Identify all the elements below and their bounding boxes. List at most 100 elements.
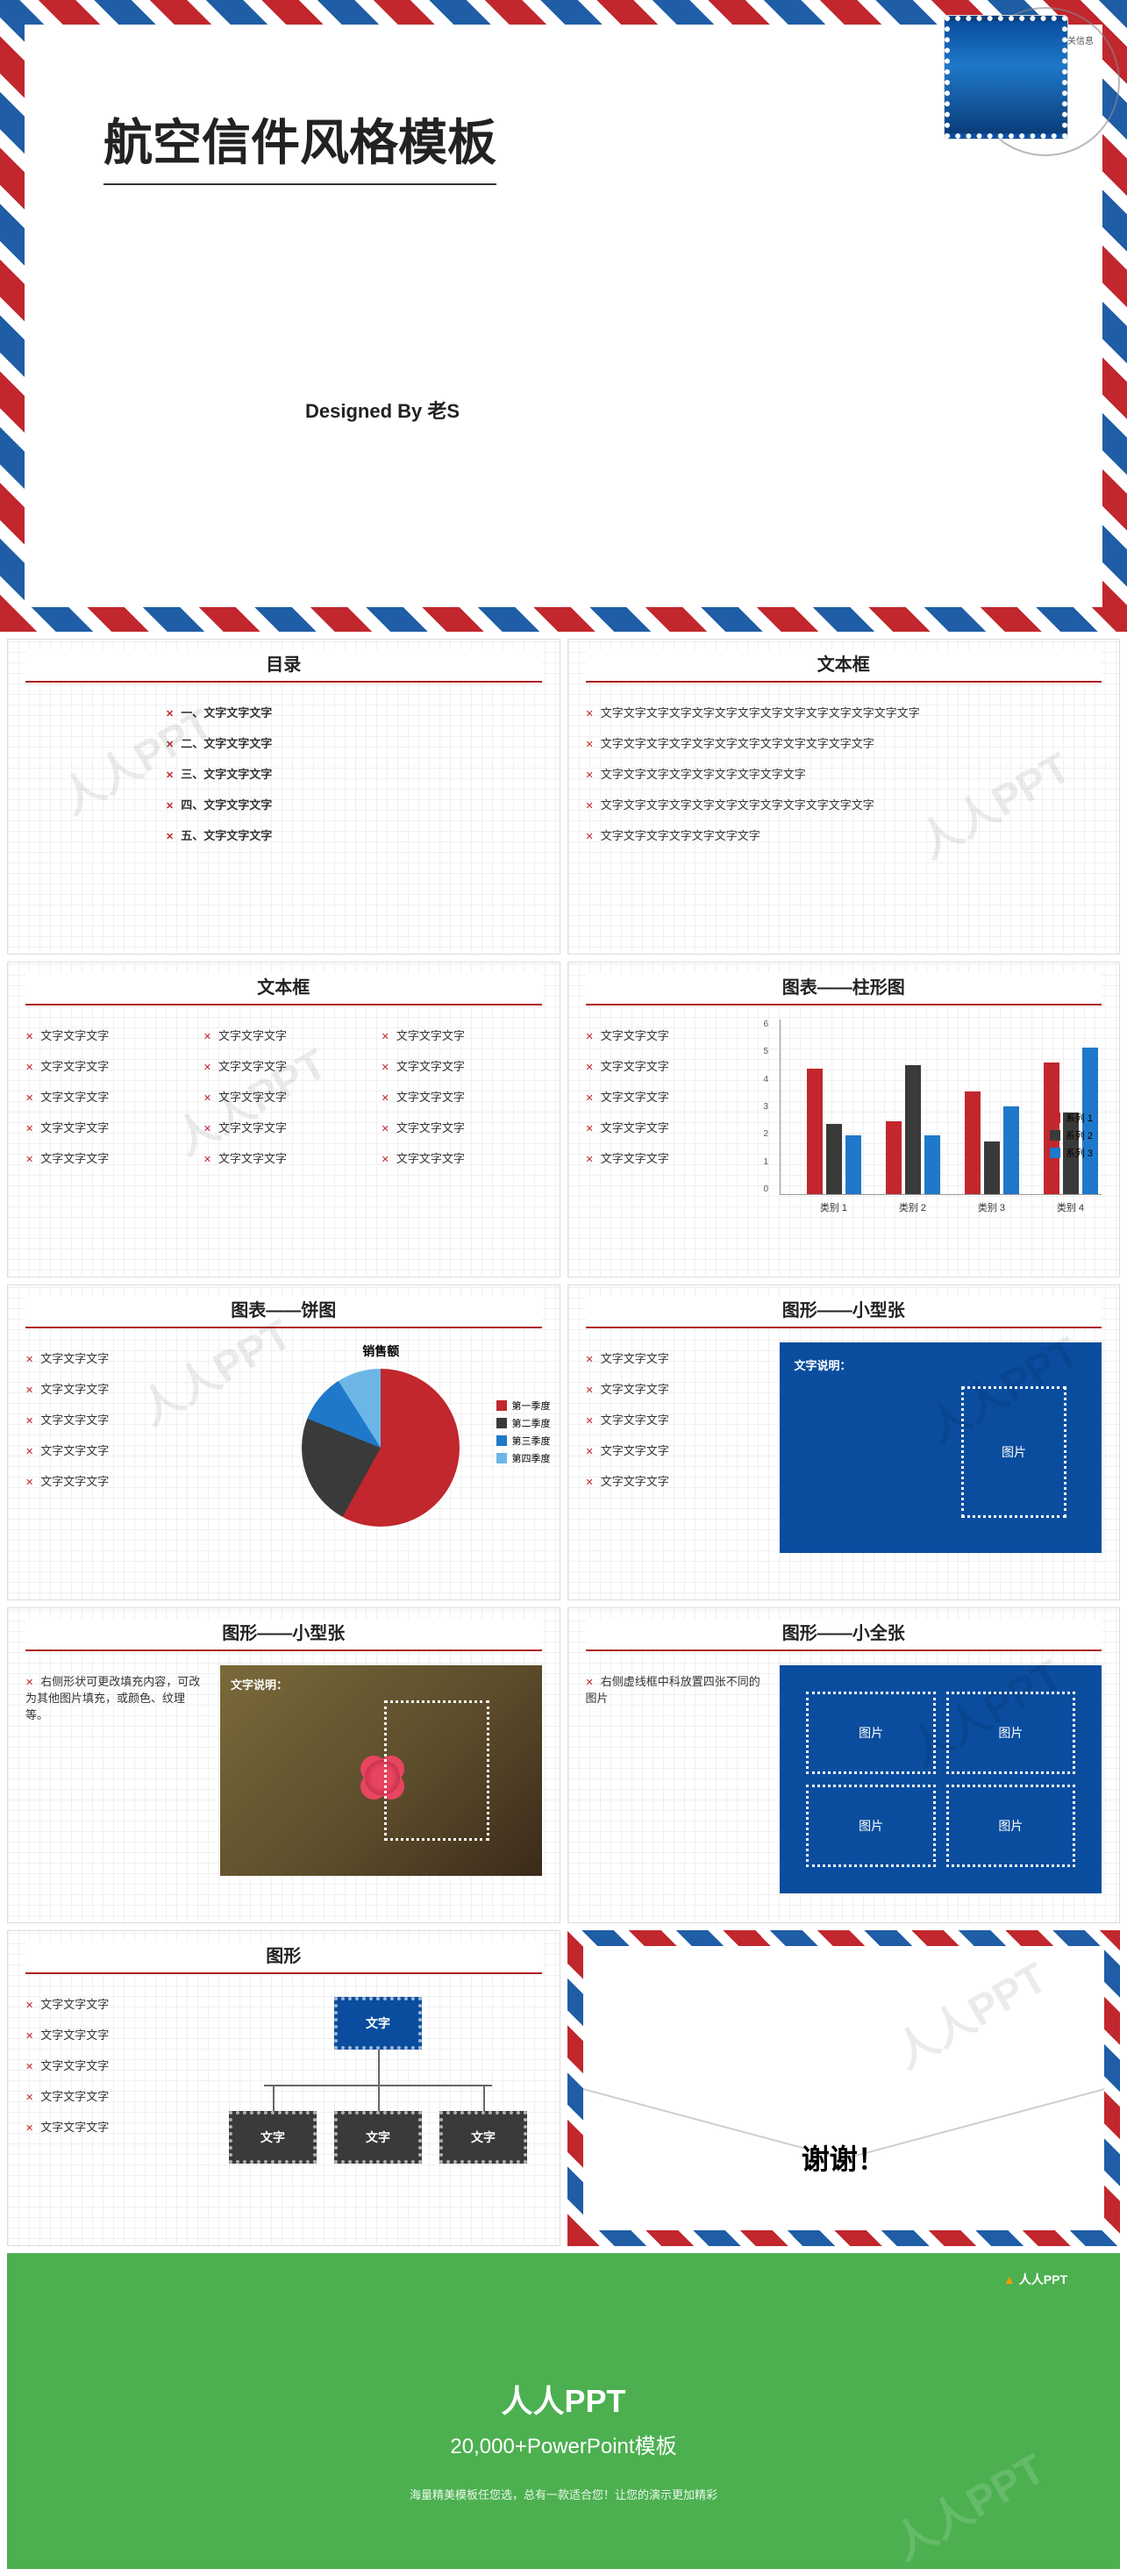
slide-shape-full: 图形——小全张 右侧虚线框中科放置四张不同的图片 图片 图片 图片 图片 人人P… [567, 1607, 1121, 1923]
toc-title: 目录 [25, 650, 542, 683]
hero-designer: Designed By 老S [305, 396, 1102, 424]
list-item: 文字文字文字文字文字文字文字文字文字文字文字文字 [586, 789, 1102, 819]
shape-small-box: 文字说明： 图片 [780, 1342, 1102, 1553]
grid-cell: 图片 [946, 1785, 1075, 1867]
list-item: 文字文字文字 [25, 2050, 206, 2080]
hero-title: 航空信件风格模板 [103, 104, 496, 185]
toc-list: 一、文字文字文字二、文字文字文字三、文字文字文字四、文字文字文字五、文字文字文字 [166, 697, 542, 850]
list-item: 文字文字文字 [25, 2019, 206, 2050]
list-item: 文字文字文字 [203, 1050, 364, 1081]
list-item: 文字文字文字 [586, 1465, 767, 1496]
list-item: 文字文字文字 [203, 1081, 364, 1112]
shape-small-placeholder: 图片 [961, 1386, 1066, 1518]
envelope-flap [583, 1946, 1105, 2088]
list-item: 文字文字文字 [586, 1081, 767, 1112]
textbox2-col3: 文字文字文字文字文字文字文字文字文字文字文字文字文字文字文字 [382, 1020, 542, 1173]
shape-small-title: 图形——小型张 [586, 1296, 1102, 1328]
shape-full-note-list: 右侧虚线框中科放置四张不同的图片 [586, 1665, 767, 1713]
slide-shape-small: 图形——小型张 文字文字文字文字文字文字文字文字文字文字文字文字文字文字文字 文… [567, 1284, 1121, 1600]
barchart-title: 图表——柱形图 [586, 973, 1102, 1005]
shape-photo-note: 右侧形状可更改填充内容，可改为其他图片填充，或颜色、纹理等。 [25, 1665, 206, 1729]
piechart-title: 图表——饼图 [25, 1296, 542, 1328]
textbox2-col1: 文字文字文字文字文字文字文字文字文字文字文字文字文字文字文字 [25, 1020, 186, 1173]
list-item: 一、文字文字文字 [166, 697, 542, 727]
slide-shape-photo: 图形——小型张 右侧形状可更改填充内容，可改为其他图片填充，或颜色、纹理等。 文… [7, 1607, 560, 1923]
stamp [945, 16, 1067, 139]
list-item: 文字文字文字 [382, 1020, 542, 1050]
barchart-legend: 系列 1系列 2系列 3 [1050, 1107, 1093, 1163]
shape-full-grid: 图片 图片 图片 图片 [780, 1665, 1102, 1893]
grid-cell: 图片 [806, 1692, 935, 1774]
list-item: 文字文字文字 [586, 1373, 767, 1404]
piechart-plot [302, 1369, 460, 1527]
thanks-text: 谢谢！ [583, 2137, 1105, 2178]
barchart-bullets: 文字文字文字文字文字文字文字文字文字文字文字文字文字文字文字 [586, 1020, 767, 1173]
list-item: 文字文字文字 [25, 1342, 206, 1373]
shape-photo-title: 图形——小型张 [25, 1619, 542, 1651]
footer-brand: 人人PPT [1003, 2271, 1067, 2288]
list-item: 文字文字文字 [25, 1112, 186, 1142]
footer-desc: 海量精美模板任您选，总有一款适合您！让您的演示更加精彩 [60, 2486, 1067, 2502]
textbox1-title: 文本框 [586, 650, 1102, 683]
piechart-chart-title: 销售额 [220, 1342, 542, 1360]
list-item: 文字文字文字 [203, 1112, 364, 1142]
list-item: 文字文字文字文字文字文字文字文字文字文字文字文字 [586, 727, 1102, 758]
slide-org: 图形 文字文字文字文字文字文字文字文字文字文字文字文字文字文字文字 文字文字文字… [7, 1930, 560, 2246]
shape-full-note: 右侧虚线框中科放置四张不同的图片 [586, 1665, 767, 1713]
footer-subtitle: 20,000+PowerPoint模板 [60, 2429, 1067, 2459]
list-item: 文字文字文字 [203, 1142, 364, 1173]
list-item: 文字文字文字文字文字文字文字 [586, 819, 1102, 850]
list-item: 文字文字文字 [25, 1988, 206, 2019]
piechart-bullets: 文字文字文字文字文字文字文字文字文字文字文字文字文字文字文字 [25, 1342, 206, 1496]
slide-textbox1: 文本框 文字文字文字文字文字文字文字文字文字文字文字文字文字文字文字文字文字文字… [567, 639, 1121, 955]
textbox2-col2: 文字文字文字文字文字文字文字文字文字文字文字文字文字文字文字 [203, 1020, 364, 1173]
hero-slide: 请在此输入您的公司或相关信息 航空信件风格模板 Designed By 老S [0, 0, 1127, 632]
list-item: 文字文字文字 [25, 1373, 206, 1404]
textbox2-title: 文本框 [25, 973, 542, 1005]
list-item: 文字文字文字文字文字文字文字文字文字 [586, 758, 1102, 789]
list-item: 文字文字文字 [586, 1435, 767, 1465]
piechart-legend: 第一季度第二季度第三季度第四季度 [496, 1395, 551, 1469]
list-item: 文字文字文字 [25, 1142, 186, 1173]
list-item: 文字文字文字 [586, 1342, 767, 1373]
textbox1-list: 文字文字文字文字文字文字文字文字文字文字文字文字文字文字文字文字文字文字文字文字… [586, 697, 1102, 850]
org-bullets: 文字文字文字文字文字文字文字文字文字文字文字文字文字文字文字 [25, 1988, 206, 2142]
list-item: 文字文字文字 [25, 2080, 206, 2111]
org-chart: 文字文字文字文字 [220, 1988, 542, 2216]
slide-textbox2: 文本框 文字文字文字文字文字文字文字文字文字文字文字文字文字文字文字 文字文字文… [7, 962, 560, 1277]
list-item: 文字文字文字 [25, 1081, 186, 1112]
list-item: 文字文字文字 [586, 1404, 767, 1435]
grid-cell: 图片 [946, 1692, 1075, 1774]
shape-photo-label: 文字说明： [231, 1676, 288, 1692]
slide-piechart: 图表——饼图 文字文字文字文字文字文字文字文字文字文字文字文字文字文字文字 销售… [7, 1284, 560, 1600]
list-item: 三、文字文字文字 [166, 758, 542, 789]
list-item: 文字文字文字 [25, 1404, 206, 1435]
list-item: 文字文字文字 [382, 1112, 542, 1142]
barchart-xaxis: 类别 1类别 2类别 3类别 4 [780, 1200, 1102, 1214]
list-item: 文字文字文字 [382, 1081, 542, 1112]
slide-toc: 目录 一、文字文字文字二、文字文字文字三、文字文字文字四、文字文字文字五、文字文… [7, 639, 560, 955]
shape-photo-img: 文字说明： [220, 1665, 542, 1876]
list-item: 文字文字文字 [25, 1050, 186, 1081]
list-item: 文字文字文字 [586, 1142, 767, 1173]
shape-photo-note-list: 右侧形状可更改填充内容，可改为其他图片填充，或颜色、纹理等。 [25, 1665, 206, 1729]
list-item: 文字文字文字 [382, 1142, 542, 1173]
list-item: 二、文字文字文字 [166, 727, 542, 758]
slide-footer: 人人PPT 人人PPT 20,000+PowerPoint模板 海量精美模板任您… [7, 2253, 1120, 2569]
list-item: 文字文字文字 [25, 1435, 206, 1465]
list-item: 文字文字文字 [25, 1020, 186, 1050]
list-item: 五、文字文字文字 [166, 819, 542, 850]
list-item: 文字文字文字文字文字文字文字文字文字文字文字文字文字文字 [586, 697, 1102, 727]
barchart-yaxis: 0123456 [763, 1020, 768, 1194]
list-item: 文字文字文字 [382, 1050, 542, 1081]
grid-cell: 图片 [806, 1785, 935, 1867]
slide-barchart: 图表——柱形图 文字文字文字文字文字文字文字文字文字文字文字文字文字文字文字 0… [567, 962, 1121, 1277]
shape-small-bullets: 文字文字文字文字文字文字文字文字文字文字文字文字文字文字文字 [586, 1342, 767, 1496]
list-item: 文字文字文字 [25, 1465, 206, 1496]
slide-thanks: 谢谢！ 人人PPT [567, 1930, 1121, 2246]
list-item: 文字文字文字 [25, 2111, 206, 2142]
list-item: 文字文字文字 [586, 1112, 767, 1142]
list-item: 四、文字文字文字 [166, 789, 542, 819]
list-item: 文字文字文字 [586, 1050, 767, 1081]
list-item: 文字文字文字 [586, 1020, 767, 1050]
